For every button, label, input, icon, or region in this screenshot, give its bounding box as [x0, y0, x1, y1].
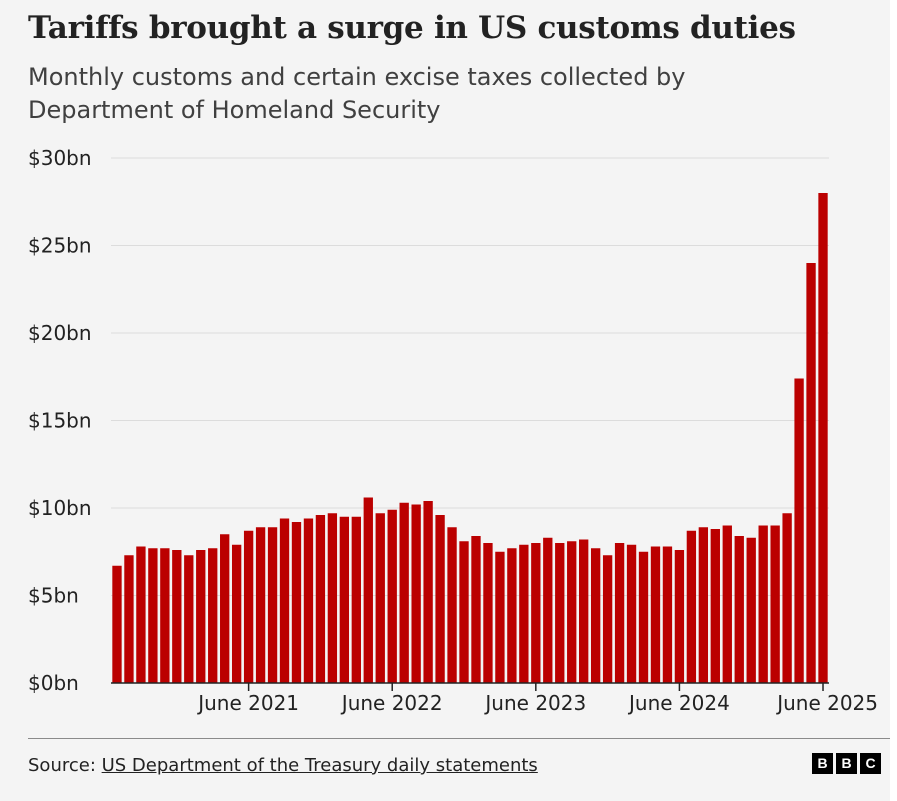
y-tick-label: $10bn — [28, 496, 92, 520]
bar — [255, 527, 266, 683]
bar — [626, 544, 637, 683]
bar — [184, 555, 194, 683]
bar — [567, 541, 577, 683]
bar — [579, 539, 589, 683]
bar — [590, 548, 601, 683]
x-tick-label: June 2025 — [775, 691, 878, 715]
bar — [375, 513, 385, 683]
bar — [662, 546, 673, 683]
bar — [614, 543, 625, 683]
bar — [339, 516, 350, 683]
y-tick-label: $30bn — [28, 146, 92, 170]
bar — [243, 530, 254, 683]
y-tick-label: $5bn — [28, 584, 79, 608]
bar — [734, 536, 744, 683]
bar — [698, 527, 709, 683]
bbc-logo-letter: B — [812, 753, 833, 774]
y-axis-labels: $0bn $5bn $10bn $15bn $20bn $25bn $30bn — [28, 146, 92, 695]
bbc-logo-letter: B — [836, 753, 857, 774]
bar — [710, 529, 720, 683]
bar — [435, 515, 445, 683]
bbc-logo-letter: C — [860, 753, 881, 774]
bar — [208, 548, 218, 683]
bar — [423, 501, 433, 683]
bars — [112, 193, 828, 683]
bar — [770, 525, 780, 683]
bar — [160, 548, 170, 683]
chart-subtitle: Monthly customs and certain excise taxes… — [28, 63, 686, 124]
bar — [279, 518, 290, 683]
bar — [399, 502, 409, 683]
bar — [674, 550, 685, 683]
bar — [411, 504, 421, 683]
bbc-logo: B B C — [812, 753, 881, 774]
bar — [136, 546, 146, 683]
bar — [267, 527, 278, 683]
bar — [148, 548, 158, 683]
bar — [303, 518, 314, 683]
bar — [794, 378, 804, 683]
x-tick-label: June 2024 — [627, 691, 730, 715]
y-tick-label: $25bn — [28, 234, 92, 258]
bar — [363, 497, 373, 683]
chart-title: Tariffs brought a surge in US customs du… — [28, 10, 796, 46]
bar — [291, 522, 302, 683]
y-tick-label: $15bn — [28, 409, 92, 433]
bar-chart: $0bn $5bn $10bn $15bn $20bn $25bn $30bn June 2… — [28, 146, 878, 715]
bar — [722, 525, 732, 683]
bar — [686, 530, 697, 683]
bar — [758, 525, 768, 683]
bar — [602, 555, 613, 683]
bar — [124, 555, 134, 683]
footer-divider — [28, 738, 890, 739]
bar — [471, 536, 481, 683]
bar — [196, 550, 206, 683]
bar — [112, 565, 122, 683]
bar — [543, 537, 553, 683]
bar — [782, 513, 792, 683]
x-axis-ticks: June 2021 June 2022 June 2023 June 2024 June… — [196, 683, 878, 715]
bar — [806, 263, 816, 683]
x-tick-label: June 2023 — [483, 691, 586, 715]
source-link[interactable]: US Department of the Treasury daily stat… — [101, 755, 538, 776]
x-tick-label: June 2022 — [340, 691, 443, 715]
bar — [231, 544, 242, 683]
bar — [650, 546, 661, 683]
bar — [327, 513, 338, 683]
bar — [351, 516, 361, 683]
gridlines — [111, 157, 829, 596]
x-tick-label: June 2021 — [196, 691, 299, 715]
bar — [638, 551, 649, 683]
source-prefix: Source: — [28, 755, 102, 776]
bar — [315, 515, 326, 683]
bar — [519, 544, 529, 683]
y-tick-label: $20bn — [28, 321, 92, 345]
bar — [495, 551, 505, 683]
source-note: Source: US Department of the Treasury da… — [28, 755, 538, 776]
bar — [387, 509, 397, 683]
bar — [447, 527, 457, 683]
bar — [507, 548, 517, 683]
bar — [746, 537, 756, 683]
bar — [818, 193, 828, 683]
bar — [459, 541, 469, 683]
y-tick-label: $0bn — [28, 671, 79, 695]
bar — [555, 543, 565, 683]
bar — [220, 534, 230, 683]
bar — [531, 543, 541, 683]
bar — [172, 550, 182, 683]
bar — [483, 543, 493, 683]
